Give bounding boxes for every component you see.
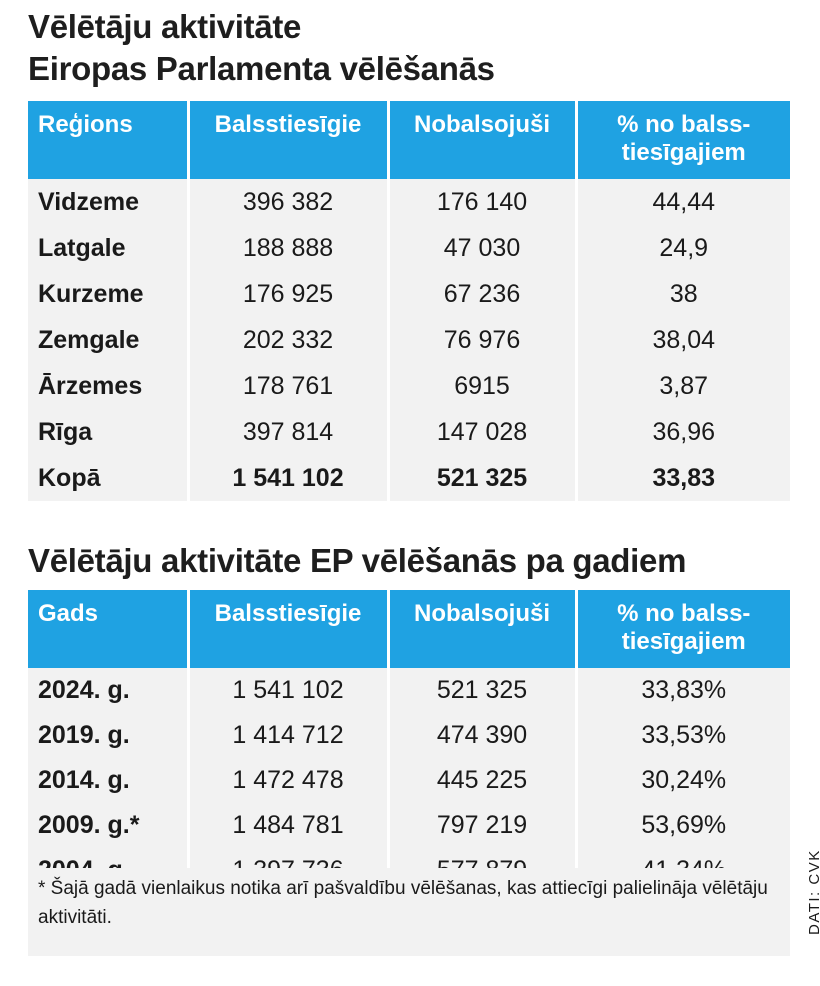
region-cell: Kopā (28, 455, 188, 501)
eligible-cell: 397 814 (186, 409, 388, 455)
eligible-cell: 176 925 (186, 271, 388, 317)
year-cell: 2024. g. (28, 668, 188, 713)
eligible-cell: 1 484 781 (186, 803, 388, 848)
voted-cell: 521 325 (386, 668, 576, 713)
voted-cell: 474 390 (386, 713, 576, 758)
table1-title-line2: Eiropas Parlamenta vēlēšanās (28, 50, 495, 87)
column-header-percent-line1: % no balss- (617, 111, 751, 138)
column-header-voted: Nobalsojuši (386, 590, 576, 668)
source-credit: DATI: CVK (806, 849, 820, 935)
eligible-cell: 1 472 478 (186, 758, 388, 803)
column-header-year: Gads (28, 590, 188, 668)
percent-cell: 33,83% (574, 668, 790, 713)
column-header-eligible: Balsstiesīgie (186, 101, 388, 179)
table-row: Vidzeme 396 382 176 140 44,44 (28, 179, 790, 225)
year-cell: 2019. g. (28, 713, 188, 758)
region-cell: Zemgale (28, 317, 188, 363)
region-cell: Latgale (28, 225, 188, 271)
column-header-percent: % no balss-tiesīgajiem (574, 590, 790, 668)
percent-cell: 44,44 (574, 179, 790, 225)
table-row: 2024. g. 1 541 102 521 325 33,83% (28, 668, 790, 713)
column-header-region: Reģions (28, 101, 188, 179)
voted-cell: 147 028 (386, 409, 576, 455)
eligible-cell: 1 541 102 (186, 455, 388, 501)
year-cell: 2014. g. (28, 758, 188, 803)
column-header-percent-line2: tiesīgajiem (621, 139, 746, 166)
region-cell: Rīga (28, 409, 188, 455)
eligible-cell: 1 414 712 (186, 713, 388, 758)
percent-cell: 36,96 (574, 409, 790, 455)
percent-cell: 24,9 (574, 225, 790, 271)
footnote: * Šajā gadā vienlaikus notika arī pašval… (28, 868, 790, 956)
table-header-row: Gads Balsstiesīgie Nobalsojuši % no bals… (28, 590, 790, 668)
table1-title-line1: Vēlētāju aktivitāte (28, 8, 302, 45)
voted-cell: 445 225 (386, 758, 576, 803)
table-row: Latgale 188 888 47 030 24,9 (28, 225, 790, 271)
voted-cell: 67 236 (386, 271, 576, 317)
region-cell: Kurzeme (28, 271, 188, 317)
column-header-voted: Nobalsojuši (386, 101, 576, 179)
percent-cell: 3,87 (574, 363, 790, 409)
percent-cell: 30,24% (574, 758, 790, 803)
eligible-cell: 188 888 (186, 225, 388, 271)
voted-cell: 6915 (386, 363, 576, 409)
column-header-percent: % no balss-tiesīgajiem (574, 101, 790, 179)
eligible-cell: 396 382 (186, 179, 388, 225)
table-row: Ārzemes 178 761 6915 3,87 (28, 363, 790, 409)
table-row: Zemgale 202 332 76 976 38,04 (28, 317, 790, 363)
percent-cell: 53,69% (574, 803, 790, 848)
table1-title: Vēlētāju aktivitāte Eiropas Parlamenta v… (28, 6, 495, 90)
yearly-turnout-table: Gads Balsstiesīgie Nobalsojuši % no bals… (28, 590, 790, 893)
table2-title: Vēlētāju aktivitāte EP vēlēšanās pa gadi… (28, 542, 687, 579)
year-cell: 2009. g.* (28, 803, 188, 848)
voted-cell: 76 976 (386, 317, 576, 363)
table-row: Kurzeme 176 925 67 236 38 (28, 271, 790, 317)
percent-cell: 33,83 (574, 455, 790, 501)
eligible-cell: 1 541 102 (186, 668, 388, 713)
table-row: Rīga 397 814 147 028 36,96 (28, 409, 790, 455)
voted-cell: 176 140 (386, 179, 576, 225)
region-cell: Vidzeme (28, 179, 188, 225)
column-header-percent-line2: tiesīgajiem (621, 628, 746, 655)
percent-cell: 33,53% (574, 713, 790, 758)
table-header-row: Reģions Balsstiesīgie Nobalsojuši % no b… (28, 101, 790, 179)
eligible-cell: 202 332 (186, 317, 388, 363)
voted-cell: 797 219 (386, 803, 576, 848)
eligible-cell: 178 761 (186, 363, 388, 409)
column-header-percent-line1: % no balss- (617, 600, 751, 627)
region-cell: Ārzemes (28, 363, 188, 409)
region-turnout-table: Reģions Balsstiesīgie Nobalsojuši % no b… (28, 101, 790, 501)
percent-cell: 38,04 (574, 317, 790, 363)
voted-cell: 521 325 (386, 455, 576, 501)
table-row: 2009. g.* 1 484 781 797 219 53,69% (28, 803, 790, 848)
voted-cell: 47 030 (386, 225, 576, 271)
table-row: 2019. g. 1 414 712 474 390 33,53% (28, 713, 790, 758)
table-row: 2014. g. 1 472 478 445 225 30,24% (28, 758, 790, 803)
column-header-eligible: Balsstiesīgie (186, 590, 388, 668)
total-row: Kopā 1 541 102 521 325 33,83 (28, 455, 790, 501)
percent-cell: 38 (574, 271, 790, 317)
